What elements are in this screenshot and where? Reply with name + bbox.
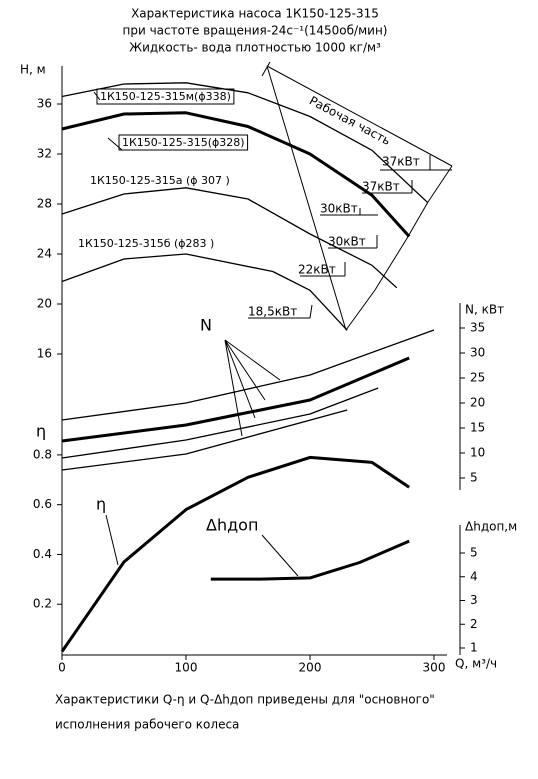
annotation: η [96, 495, 106, 514]
series-line [61, 253, 348, 331]
title-line: при частоте вращения-24с⁻¹(1450об/мин) [123, 24, 388, 38]
y-tick-label: 20 [470, 396, 485, 410]
y-tick-label: 0.6 [33, 497, 52, 511]
label-box [96, 88, 235, 105]
y-tick-label: 0.2 [33, 597, 52, 611]
y-tick-label: 28 [37, 197, 52, 211]
x-tick-label: 300 [423, 661, 446, 675]
x-tick-label: 200 [299, 661, 322, 675]
series-line [61, 111, 411, 238]
axis-label: η [36, 422, 46, 441]
y-tick-label: 35 [470, 321, 485, 335]
series-line [61, 387, 379, 459]
axis-label: N, кВт [465, 303, 504, 317]
annotation: Δhдоп [206, 516, 258, 535]
series-label: 1К150-125-315м(ϕ338) [100, 90, 231, 103]
y-tick-label: 32 [37, 147, 52, 161]
x-tick-label: 0 [58, 661, 66, 675]
y-tick-label: 0.4 [33, 547, 52, 561]
y-tick-label: 16 [37, 347, 52, 361]
y-tick-label: 20 [37, 297, 52, 311]
y-tick-label: 4 [470, 569, 478, 583]
y-tick-label: 10 [470, 446, 485, 460]
y-tick-label: 36 [37, 97, 52, 111]
annotation: 18,5кВт [248, 305, 297, 319]
y-tick-label: 3 [470, 593, 478, 607]
series-line [61, 409, 348, 471]
footer-line: Характеристики Q-η и Q-Δhдоп приведены д… [55, 693, 435, 707]
axis-label: Δhдоп,м [465, 520, 517, 534]
series-line [61, 82, 429, 204]
series-line [60, 455, 411, 653]
series-line [61, 356, 410, 443]
series-label: 1К150-125-315а (ϕ 307 ) [90, 174, 230, 187]
annotation: Рабочая часть [307, 93, 393, 148]
y-tick-label: 5 [470, 546, 478, 560]
annotation: 37кВт [382, 155, 420, 169]
y-tick-label: 15 [470, 421, 485, 435]
y-tick-label: 2 [470, 617, 478, 631]
y-tick-label: 0.8 [33, 447, 52, 461]
y-tick-label: 1 [470, 641, 478, 655]
series-line [61, 187, 398, 289]
annotation: N [200, 316, 212, 335]
label-box [118, 134, 249, 151]
series-label: 1К150-125-315(ϕ328) [122, 136, 245, 149]
x-tick-label: 100 [175, 661, 198, 675]
y-tick-label: 30 [470, 346, 485, 360]
annotation: 30кВт [320, 202, 358, 216]
y-tick-label: 25 [470, 371, 485, 385]
y-tick-label: 24 [37, 247, 52, 261]
title-line: Жидкость- вода плотностью 1000 кг/м³ [129, 41, 381, 55]
annotation: 37кВт [362, 180, 400, 194]
axis-label: Q, м³/ч [455, 657, 497, 671]
axis-label: H, м [20, 63, 46, 77]
series-line [61, 329, 435, 421]
series-label: 1К150-125-315б (ϕ283 ) [78, 237, 214, 250]
annotation: 22кВт [298, 263, 336, 277]
title-line: Характеристика насоса 1К150-125-315 [131, 7, 379, 21]
annotation: 30кВт [328, 235, 366, 249]
footer-line: исполнения рабочего колеса [55, 718, 239, 732]
series-line [210, 539, 410, 581]
y-tick-label: 5 [470, 471, 478, 485]
